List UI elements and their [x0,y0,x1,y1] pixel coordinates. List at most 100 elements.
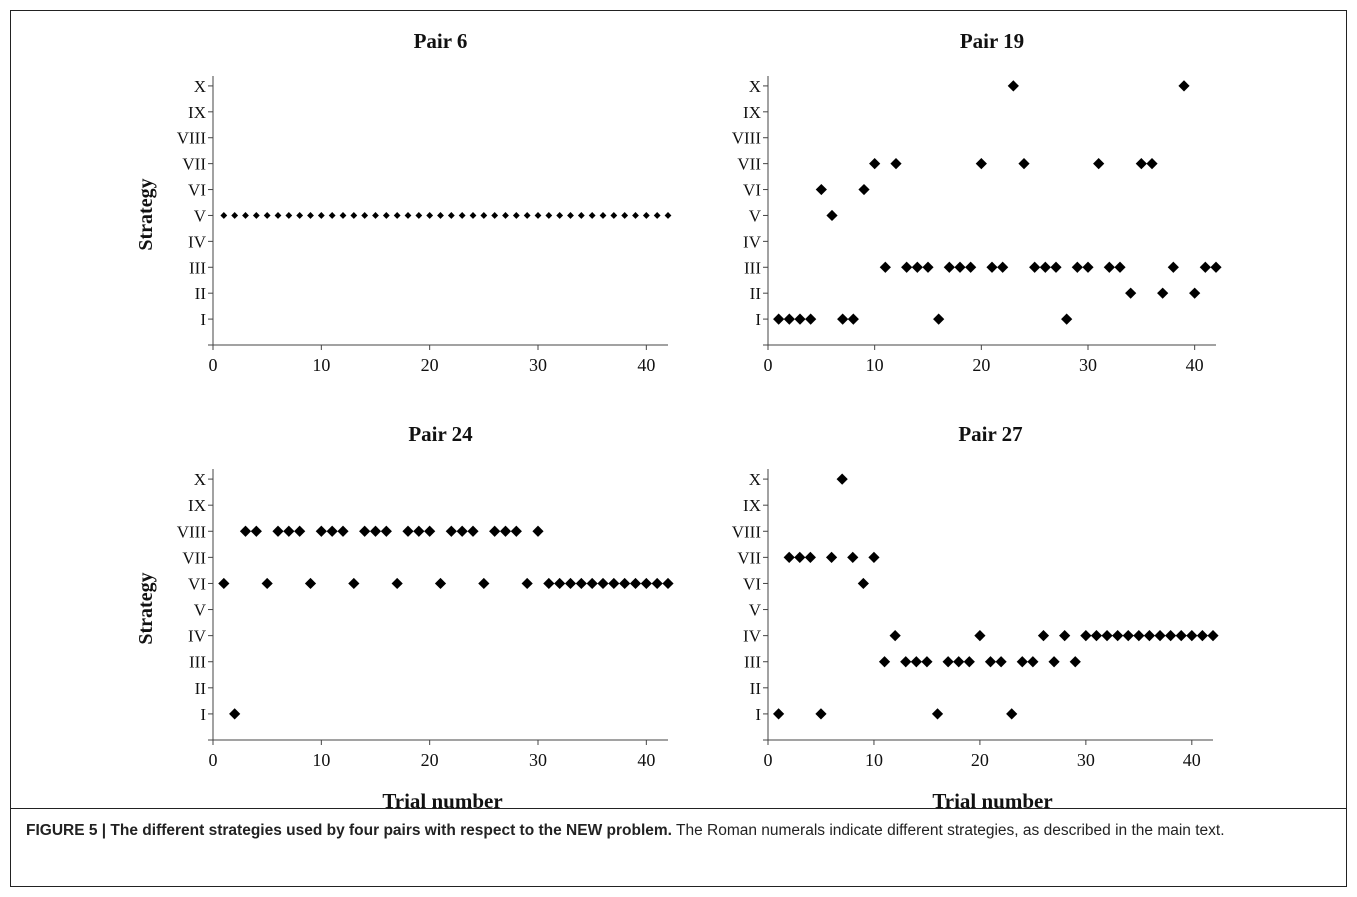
x-tick-label: 30 [1079,355,1097,375]
data-point [805,313,817,325]
data-point [586,577,598,590]
data-point [783,551,795,563]
data-point [632,212,639,219]
data-point [1103,261,1115,273]
data-point [1069,656,1081,668]
data-point [458,212,466,219]
y-tick-label: I [755,310,761,329]
data-point [889,630,901,642]
y-axis-label: Strategy [135,572,157,644]
y-tick-label: III [189,653,206,672]
data-point [1157,287,1169,299]
data-point [242,212,249,219]
x-tick-label: 10 [312,750,330,770]
x-tick-label: 40 [1186,355,1204,375]
data-point [437,212,444,219]
y-tick-label: VII [737,548,761,567]
data-point [491,212,499,219]
data-point [642,212,650,219]
data-point [402,525,414,537]
data-point [640,577,652,590]
data-point [847,551,859,563]
data-point [664,212,672,219]
data-point [815,183,827,196]
data-point [629,577,642,590]
data-point [837,313,849,325]
data-point [469,212,477,219]
data-point [543,577,555,590]
data-point [794,551,806,563]
y-tick-label: V [749,206,762,225]
data-point [478,577,490,590]
data-point [317,212,325,219]
x-tick-label: 20 [972,355,990,375]
data-point [567,212,574,219]
data-point [250,525,262,537]
y-axis-label: Strategy [135,178,157,250]
x-tick-label: 40 [637,750,655,770]
data-point [953,656,965,668]
data-point [296,212,304,219]
data-point [391,577,403,590]
data-point [1143,630,1156,642]
data-point [651,577,663,590]
y-tick-label: IX [743,103,761,122]
data-point [1125,287,1137,299]
x-tick-label: 30 [529,750,547,770]
data-point [1080,630,1092,642]
data-point [489,525,501,537]
data-point [1082,261,1094,273]
data-point [931,708,944,720]
data-point [1071,261,1083,273]
data-point [480,212,488,219]
data-point [307,212,314,219]
data-point [1178,80,1190,92]
data-point [922,261,934,273]
y-tick-label: IX [743,496,761,515]
data-point [910,656,922,668]
chart-title: Pair 19 [960,29,1024,53]
y-tick-label: VI [188,574,206,593]
x-axis-label: Trial number [382,789,502,813]
data-point [512,212,520,219]
data-point [272,525,284,537]
x-tick-label: 10 [866,355,884,375]
data-point [942,656,954,668]
data-point [434,577,447,590]
data-point [1135,158,1147,170]
data-point [1037,630,1050,642]
data-point [577,212,585,219]
data-point [339,212,347,219]
data-point [1039,261,1051,273]
data-point [772,708,785,720]
data-point [445,525,457,537]
data-point [510,525,522,537]
y-tick-label: I [755,705,761,724]
y-tick-label: X [194,77,206,96]
data-point [1207,630,1219,642]
data-point [274,212,282,219]
data-point [1101,630,1113,642]
data-point [575,577,587,590]
data-point [868,551,880,563]
data-point [943,261,955,273]
data-point [1090,630,1103,642]
data-point [997,261,1009,273]
y-tick-label: II [750,679,762,698]
data-point [447,212,455,219]
caption-label: FIGURE 5 | The different strategies used… [26,822,672,839]
data-point [404,212,412,219]
y-tick-label: IX [188,103,206,122]
figure-frame [10,10,1347,887]
x-tick-label: 20 [421,750,439,770]
y-tick-label: II [195,284,207,303]
data-point [933,313,945,325]
x-tick-label: 20 [421,355,439,375]
data-point [965,261,977,273]
data-point [1210,261,1222,273]
data-point [1050,261,1062,273]
data-point [252,212,260,219]
data-point [986,261,998,273]
data-point [857,577,869,590]
